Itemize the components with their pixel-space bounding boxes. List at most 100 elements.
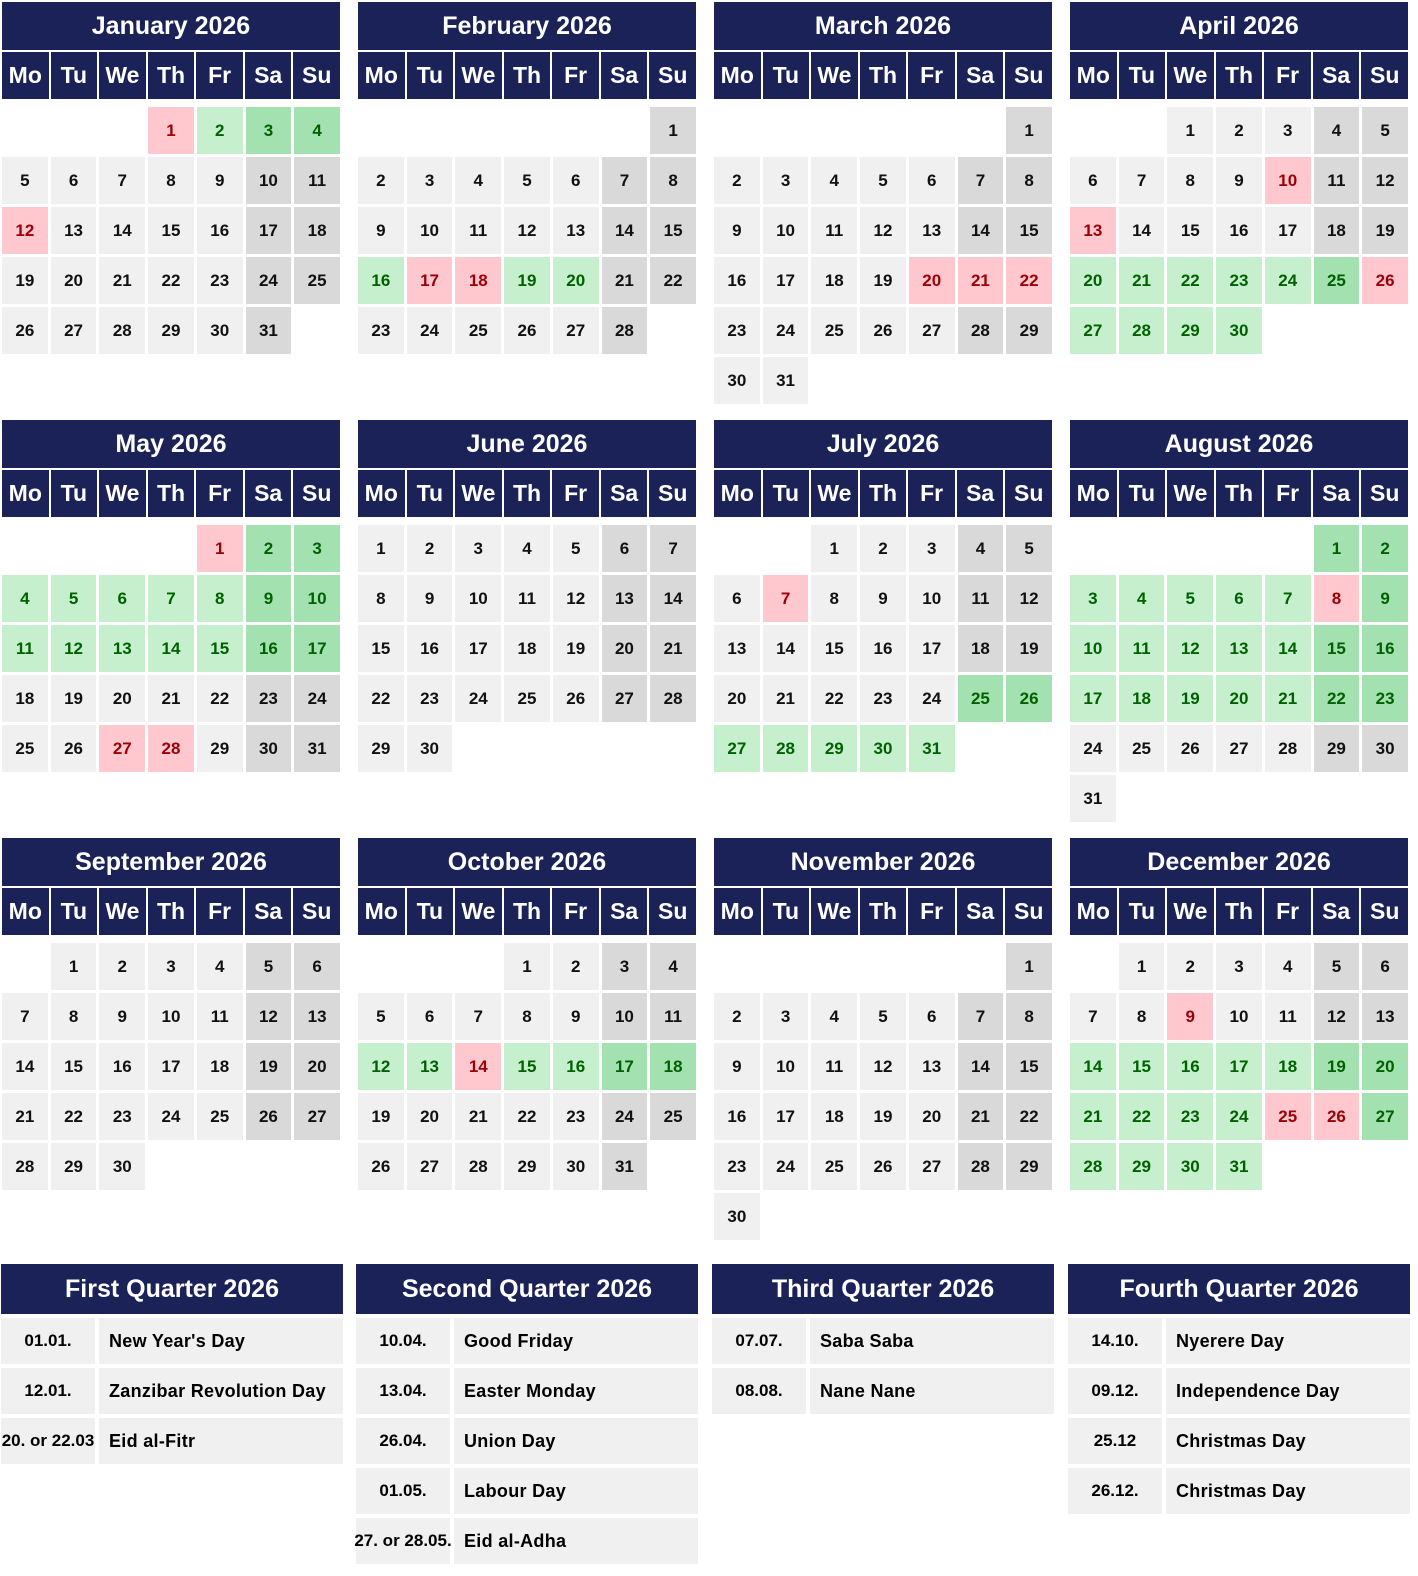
day-cell[interactable]: 26 [552,675,599,722]
day-cell[interactable]: 26 [50,725,97,772]
day-cell[interactable]: 13 [406,1043,453,1090]
day-cell[interactable]: 30 [714,1193,760,1240]
day-cell[interactable]: 17 [148,1043,194,1090]
day-cell[interactable]: 25 [294,257,340,304]
day-cell[interactable]: 9 [1167,993,1214,1040]
day-cell[interactable]: 19 [504,257,550,304]
day-cell[interactable]: 17 [601,1043,648,1090]
day-cell[interactable]: 28 [1070,1143,1116,1190]
day-cell[interactable]: 4 [811,993,858,1040]
day-cell[interactable]: 18 [957,625,1004,672]
day-cell[interactable]: 12 [1006,575,1052,622]
day-cell[interactable]: 27 [908,1143,955,1190]
day-cell[interactable]: 17 [1264,207,1311,254]
day-cell[interactable]: 6 [406,993,453,1040]
day-cell[interactable]: 7 [957,993,1004,1040]
day-cell[interactable]: 10 [1264,157,1311,204]
day-cell[interactable]: 15 [650,207,696,254]
day-cell[interactable]: 26 [1362,257,1408,304]
day-cell[interactable]: 23 [1362,675,1408,722]
day-cell[interactable]: 20 [908,257,955,304]
day-cell[interactable]: 10 [245,157,292,204]
day-cell[interactable]: 22 [1313,675,1360,722]
day-cell[interactable]: 8 [1118,993,1165,1040]
day-cell[interactable]: 29 [1313,725,1360,772]
day-cell[interactable]: 6 [1070,157,1116,204]
day-cell[interactable]: 22 [1167,257,1214,304]
day-cell[interactable]: 15 [1006,207,1052,254]
day-cell[interactable]: 3 [148,943,194,990]
day-cell[interactable]: 6 [908,157,955,204]
day-cell[interactable]: 13 [908,207,955,254]
day-cell[interactable]: 15 [1006,1043,1052,1090]
day-cell[interactable]: 19 [358,1093,404,1140]
day-cell[interactable]: 9 [860,575,906,622]
day-cell[interactable]: 2 [406,525,453,572]
day-cell[interactable]: 6 [601,525,648,572]
day-cell[interactable]: 2 [1216,107,1262,154]
day-cell[interactable]: 13 [1216,625,1262,672]
day-cell[interactable]: 2 [552,943,599,990]
day-cell[interactable]: 6 [1216,575,1262,622]
day-cell[interactable]: 12 [552,575,599,622]
day-cell[interactable]: 29 [358,725,404,772]
day-cell[interactable]: 8 [1313,575,1360,622]
day-cell[interactable]: 5 [1313,943,1360,990]
day-cell[interactable]: 5 [50,575,97,622]
day-cell[interactable]: 29 [148,307,194,354]
day-cell[interactable]: 27 [1362,1093,1408,1140]
day-cell[interactable]: 26 [245,1093,292,1140]
day-cell[interactable]: 27 [552,307,599,354]
day-cell[interactable]: 5 [860,157,906,204]
day-cell[interactable]: 23 [860,675,906,722]
day-cell[interactable]: 15 [50,1043,97,1090]
day-cell[interactable]: 15 [1313,625,1360,672]
day-cell[interactable]: 9 [1216,157,1262,204]
day-cell[interactable]: 26 [860,1143,906,1190]
day-cell[interactable]: 11 [196,993,243,1040]
day-cell[interactable]: 8 [358,575,404,622]
day-cell[interactable]: 21 [762,675,809,722]
day-cell[interactable]: 14 [1070,1043,1116,1090]
day-cell[interactable]: 2 [860,525,906,572]
day-cell[interactable]: 25 [650,1093,696,1140]
day-cell[interactable]: 19 [1006,625,1052,672]
day-cell[interactable]: 20 [601,625,648,672]
day-cell[interactable]: 10 [1070,625,1116,672]
day-cell[interactable]: 7 [1118,157,1165,204]
day-cell[interactable]: 24 [908,675,955,722]
day-cell[interactable]: 16 [1362,625,1408,672]
day-cell[interactable]: 28 [455,1143,502,1190]
day-cell[interactable]: 24 [294,675,340,722]
day-cell[interactable]: 22 [196,675,243,722]
day-cell[interactable]: 3 [762,993,809,1040]
day-cell[interactable]: 15 [196,625,243,672]
day-cell[interactable]: 29 [811,725,858,772]
day-cell[interactable]: 13 [552,207,599,254]
day-cell[interactable]: 9 [1362,575,1408,622]
day-cell[interactable]: 28 [99,307,146,354]
day-cell[interactable]: 16 [714,1093,760,1140]
day-cell[interactable]: 20 [294,1043,340,1090]
day-cell[interactable]: 24 [1216,1093,1262,1140]
day-cell[interactable]: 23 [714,307,760,354]
day-cell[interactable]: 10 [908,575,955,622]
day-cell[interactable]: 13 [294,993,340,1040]
day-cell[interactable]: 28 [2,1143,48,1190]
day-cell[interactable]: 6 [908,993,955,1040]
day-cell[interactable]: 24 [601,1093,648,1140]
day-cell[interactable]: 14 [99,207,146,254]
day-cell[interactable]: 4 [811,157,858,204]
day-cell[interactable]: 5 [552,525,599,572]
day-cell[interactable]: 20 [1216,675,1262,722]
day-cell[interactable]: 12 [1167,625,1214,672]
day-cell[interactable]: 18 [504,625,550,672]
day-cell[interactable]: 16 [245,625,292,672]
day-cell[interactable]: 29 [50,1143,97,1190]
day-cell[interactable]: 29 [1118,1143,1165,1190]
day-cell[interactable]: 8 [650,157,696,204]
day-cell[interactable]: 3 [601,943,648,990]
day-cell[interactable]: 5 [1006,525,1052,572]
day-cell[interactable]: 21 [1264,675,1311,722]
day-cell[interactable]: 4 [957,525,1004,572]
